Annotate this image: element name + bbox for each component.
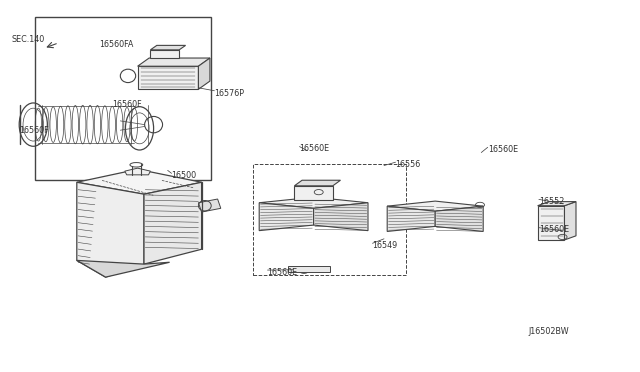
Polygon shape bbox=[150, 45, 186, 50]
Polygon shape bbox=[144, 182, 202, 264]
Polygon shape bbox=[294, 180, 340, 186]
Polygon shape bbox=[435, 206, 483, 231]
Text: 16576P: 16576P bbox=[214, 89, 244, 97]
Text: 16500: 16500 bbox=[172, 171, 196, 180]
Text: 16560E: 16560E bbox=[268, 268, 298, 277]
Text: 16552: 16552 bbox=[539, 197, 564, 206]
Text: 16560FA: 16560FA bbox=[99, 40, 134, 49]
Polygon shape bbox=[387, 201, 483, 211]
Text: 16560E: 16560E bbox=[300, 144, 330, 153]
Polygon shape bbox=[314, 203, 368, 231]
Bar bbox=[253, 164, 406, 275]
Text: 16556: 16556 bbox=[396, 160, 420, 169]
Text: 16560F: 16560F bbox=[19, 126, 49, 135]
Polygon shape bbox=[198, 58, 210, 89]
Polygon shape bbox=[288, 266, 330, 272]
Text: 16560F: 16560F bbox=[112, 100, 141, 109]
Polygon shape bbox=[538, 202, 576, 206]
Polygon shape bbox=[259, 203, 314, 231]
Polygon shape bbox=[538, 206, 564, 240]
Polygon shape bbox=[387, 206, 435, 231]
Text: J16502BW: J16502BW bbox=[528, 327, 568, 336]
Polygon shape bbox=[77, 260, 170, 277]
Polygon shape bbox=[138, 66, 198, 89]
Polygon shape bbox=[564, 202, 576, 240]
Polygon shape bbox=[125, 168, 150, 175]
Text: SEC.140: SEC.140 bbox=[12, 35, 45, 44]
Polygon shape bbox=[259, 197, 368, 208]
Text: 16560E: 16560E bbox=[488, 145, 518, 154]
Text: 16549: 16549 bbox=[372, 241, 397, 250]
Polygon shape bbox=[138, 58, 210, 66]
Polygon shape bbox=[77, 182, 144, 277]
Polygon shape bbox=[294, 186, 333, 200]
Polygon shape bbox=[77, 169, 202, 194]
Text: 16560E: 16560E bbox=[539, 225, 569, 234]
Bar bbox=[35, 17, 211, 180]
Polygon shape bbox=[150, 50, 179, 58]
Polygon shape bbox=[198, 199, 221, 212]
